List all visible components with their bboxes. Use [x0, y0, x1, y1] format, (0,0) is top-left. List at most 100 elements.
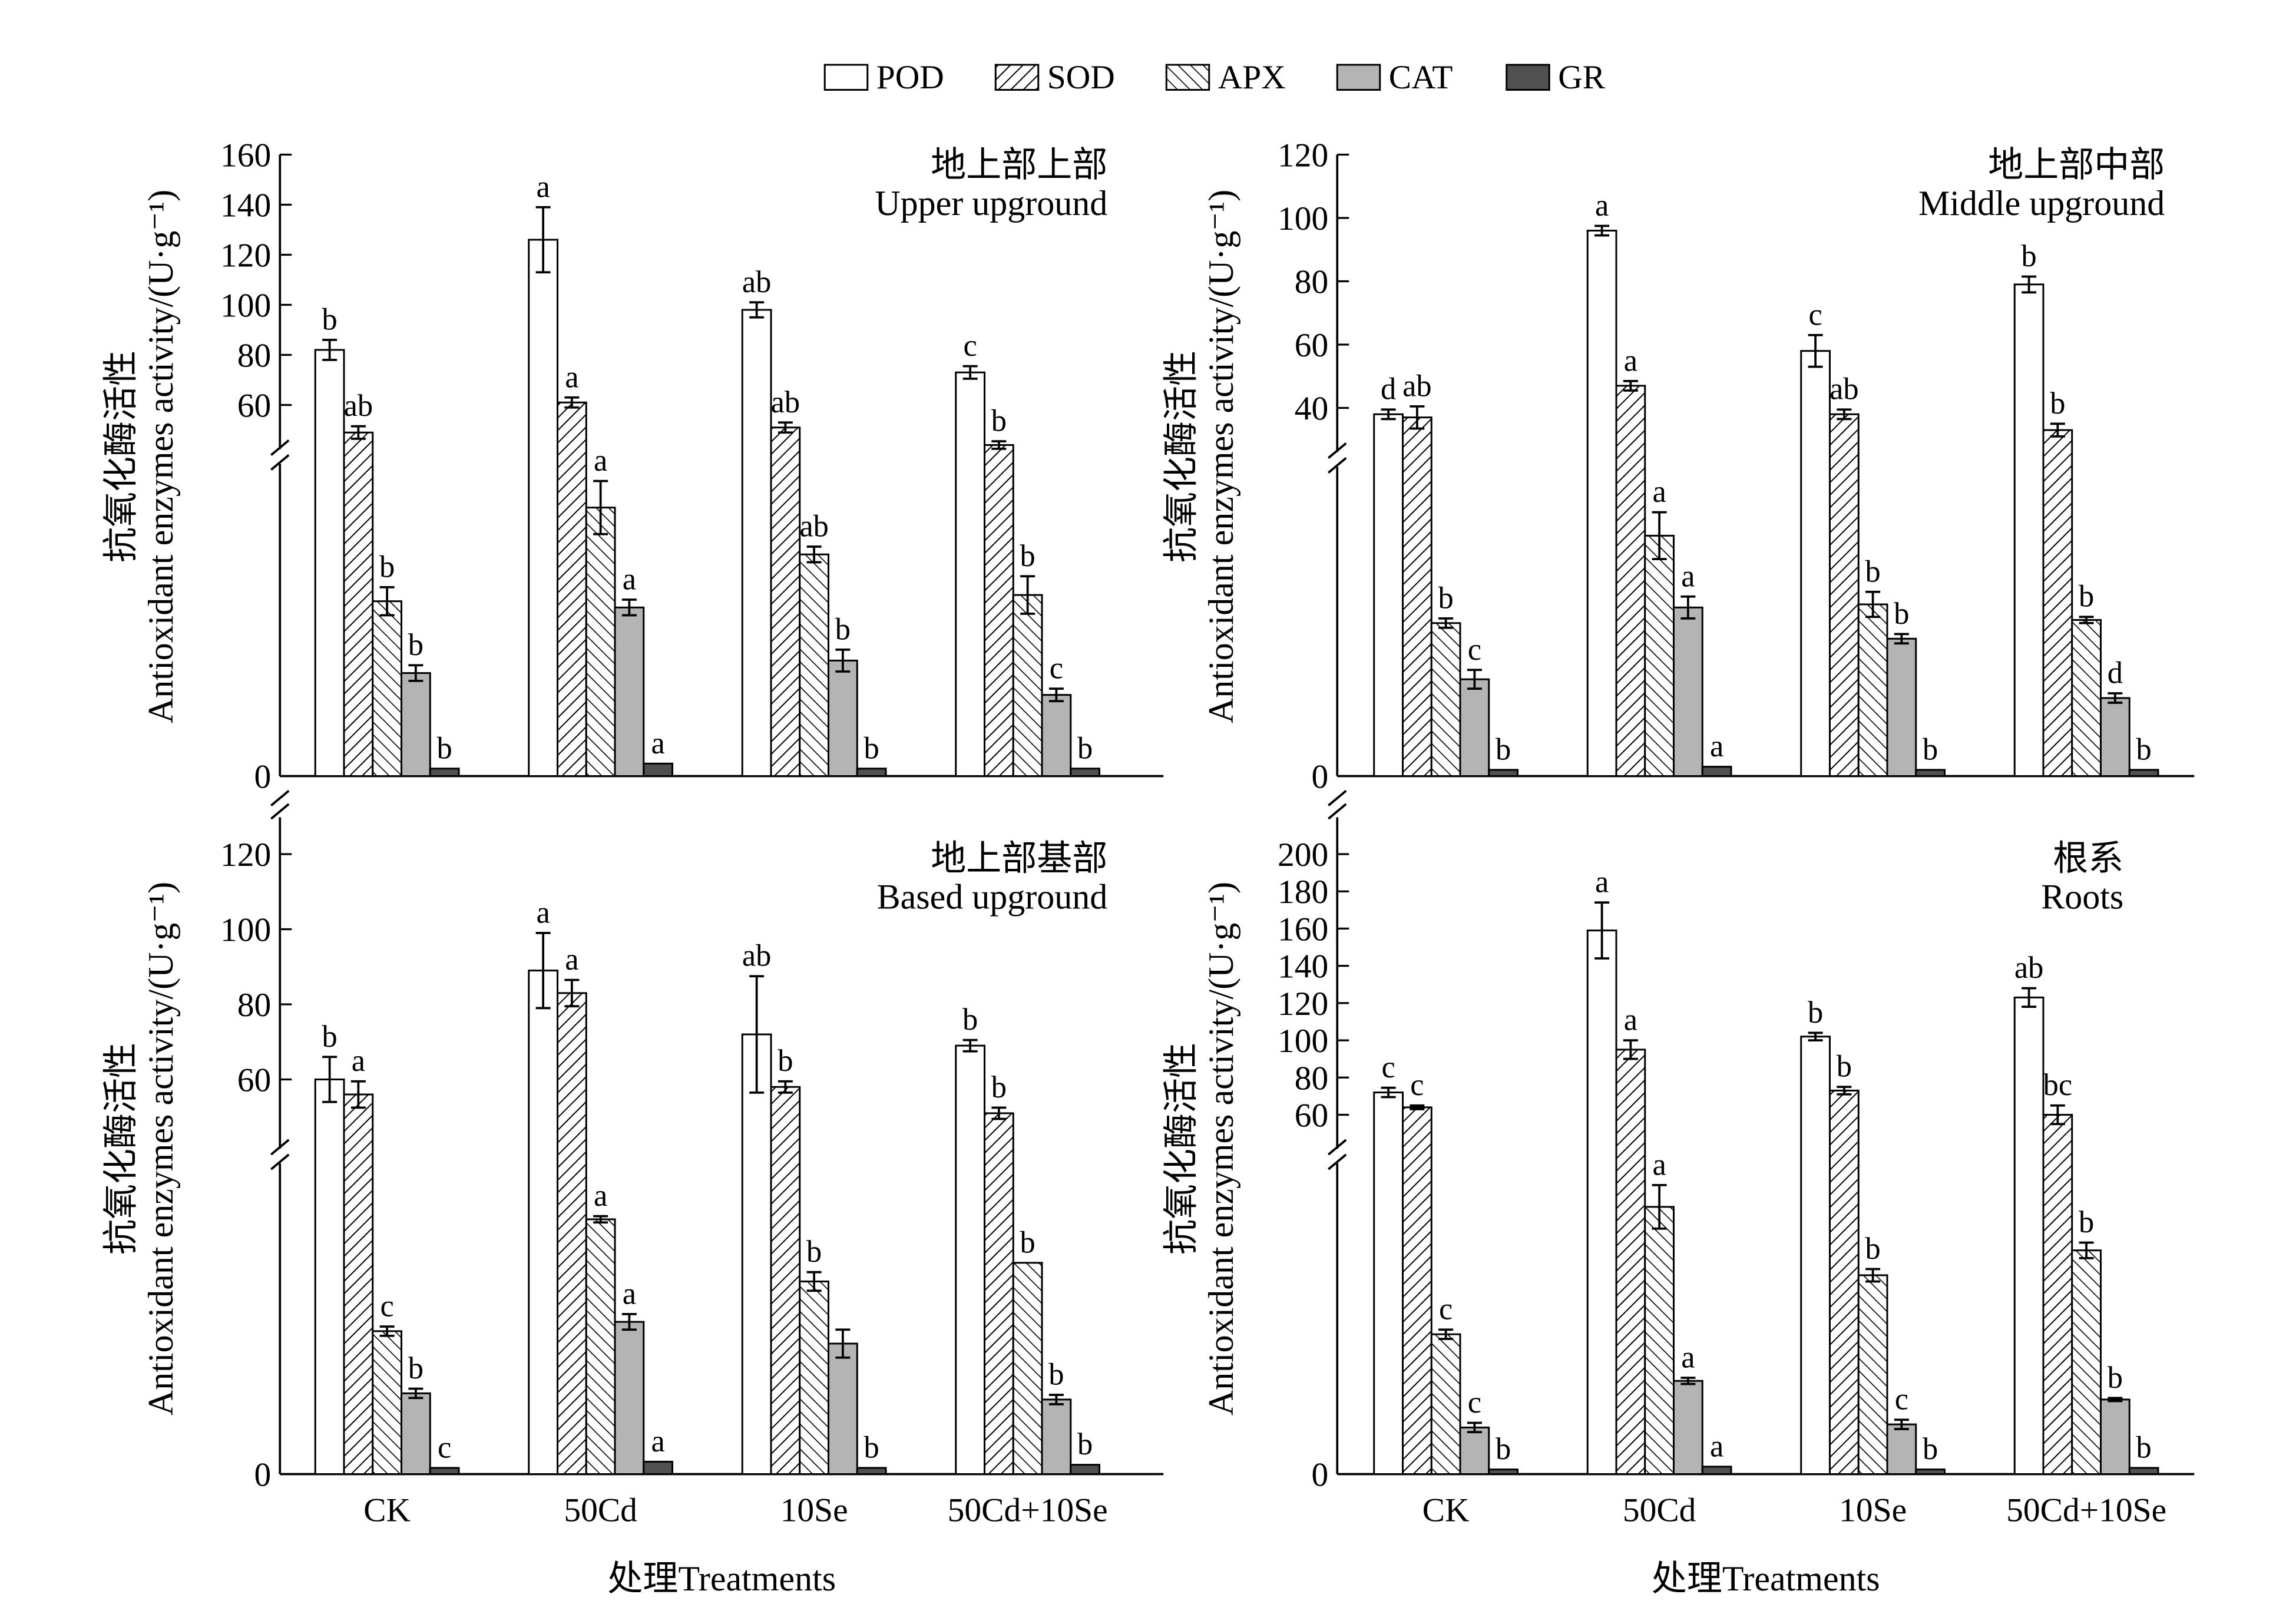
significance-letter: b — [1894, 597, 1909, 631]
axis-break-mark — [270, 790, 290, 806]
bar-cat-ck — [1459, 1426, 1490, 1475]
bar-pod-50cd — [1586, 930, 1617, 1475]
bar-cat-50cd — [614, 1321, 645, 1475]
significance-letter: b — [1077, 731, 1093, 765]
significance-letter: ab — [1402, 369, 1432, 403]
y-tick-label: 80 — [1295, 264, 1329, 301]
legend-swatch-sod — [994, 64, 1040, 91]
significance-letter: b — [1923, 732, 1938, 766]
bar-apx-50cd — [585, 507, 616, 777]
panel-title-cn: 地上部基部 — [931, 839, 1107, 878]
panel-title-en: Upper upground — [875, 184, 1107, 223]
axis-break-mark — [270, 1139, 290, 1156]
significance-letter: ab — [1829, 372, 1859, 406]
significance-letter: b — [437, 731, 452, 765]
y-axis-label-cn: 抗氧化酶活性 — [101, 350, 140, 563]
bar-gr-50cd — [643, 762, 673, 778]
significance-letter: c — [1381, 1050, 1395, 1084]
y-axis-label-en: Antioxidant enzymes activity/(U·g⁻¹) — [141, 190, 180, 723]
bar-apx-ck — [372, 1330, 402, 1475]
x-axis-label: 处理Treatments — [1652, 1559, 1880, 1598]
bar-apx-ck — [1430, 1333, 1461, 1475]
axis-break-mark — [270, 439, 290, 456]
significance-letter: b — [1438, 581, 1454, 615]
bar-cat-50cd+10se — [2100, 1398, 2130, 1475]
y-axis-label-en: Antioxidant enzymes activity/(U·g⁻¹) — [141, 882, 180, 1415]
legend-label-cat: CAT — [1389, 59, 1453, 96]
y-tick-label: 0 — [1312, 1457, 1329, 1494]
bar-sod-50cd — [557, 401, 587, 777]
legend-swatch-gr — [1506, 64, 1550, 91]
bar-gr-50cd+10se — [2128, 1467, 2159, 1476]
bar-pod-50cd — [1586, 230, 1617, 777]
bar-pod-10se — [1800, 1036, 1831, 1476]
bar-gr-ck — [1488, 769, 1518, 778]
bar-sod-50cd — [557, 992, 587, 1475]
bar-apx-50cd+10se — [1012, 594, 1043, 778]
axis-break-mark — [270, 454, 290, 471]
significance-letter: a — [1595, 865, 1609, 899]
y-tick-label: 120 — [1278, 137, 1328, 174]
bar-apx-50cd+10se — [2071, 619, 2102, 777]
bar-pod-ck — [314, 1079, 345, 1475]
significance-letter: a — [651, 726, 664, 760]
panel-title-en: Based upground — [877, 878, 1108, 917]
significance-letter: a — [623, 563, 636, 597]
bar-sod-50cd+10se — [2042, 429, 2073, 777]
significance-letter: c — [1050, 651, 1063, 686]
y-axis-label-en: Antioxidant enzymes activity/(U·g⁻¹) — [1202, 882, 1240, 1415]
significance-letter: a — [594, 444, 607, 478]
y-tick-label: 140 — [220, 187, 271, 224]
significance-letter: b — [322, 303, 338, 337]
significance-letter: bc — [2043, 1068, 2073, 1102]
significance-letter: b — [1020, 1225, 1035, 1259]
bar-cat-50cd — [1673, 1380, 1703, 1476]
significance-letter: b — [806, 1235, 822, 1269]
significance-letter: b — [408, 1351, 424, 1385]
significance-letter: ab — [742, 939, 772, 973]
significance-letter: b — [1837, 1050, 1852, 1084]
panel-title-cn: 地上部上部 — [931, 145, 1107, 184]
significance-letter: a — [565, 360, 578, 394]
y-tick-label: 60 — [237, 1062, 272, 1099]
bar-sod-10se — [1829, 413, 1860, 777]
significance-letter: b — [962, 1003, 978, 1037]
significance-letter: c — [1410, 1068, 1424, 1102]
bar-sod-50cd — [1615, 1049, 1646, 1475]
bar-gr-10se — [856, 1467, 887, 1476]
x-tick-label: 50Cd+10Se — [2006, 1492, 2166, 1529]
y-tick-label: 120 — [220, 836, 271, 874]
significance-letter: ab — [344, 389, 373, 423]
significance-letter: b — [322, 1020, 338, 1054]
legend-swatch-pod — [823, 64, 869, 91]
bar-cat-10se — [1886, 1423, 1917, 1475]
y-tick-label: 0 — [1312, 759, 1329, 796]
y-tick-label: 200 — [1278, 836, 1328, 874]
bar-cat-50cd+10se — [2100, 697, 2130, 777]
y-axis-label-cn: 抗氧化酶活性 — [101, 1043, 140, 1255]
significance-letter: c — [380, 1289, 393, 1323]
bar-sod-ck — [343, 431, 374, 778]
significance-letter: a — [1710, 729, 1723, 763]
bar-pod-50cd — [528, 970, 558, 1475]
significance-letter: c — [1468, 1385, 1481, 1420]
y-tick-label: 80 — [1295, 1060, 1329, 1097]
significance-letter: d — [1381, 372, 1396, 406]
y-tick-label: 100 — [1278, 1023, 1328, 1060]
bar-gr-50cd — [1701, 1466, 1732, 1475]
significance-letter: b — [1865, 554, 1881, 588]
bar-gr-50cd — [1701, 766, 1732, 778]
bar-cat-50cd+10se — [1041, 1398, 1072, 1475]
bar-gr-10se — [1915, 1469, 1946, 1476]
significance-letter: b — [408, 628, 424, 662]
y-tick-label: 120 — [220, 237, 271, 274]
significance-letter: ab — [2014, 951, 2044, 985]
significance-letter: a — [1624, 1003, 1637, 1037]
y-tick-label: 60 — [1295, 327, 1329, 364]
x-tick-label: CK — [363, 1492, 411, 1529]
bar-sod-ck — [343, 1093, 374, 1475]
y-tick-label: 160 — [1278, 911, 1328, 948]
